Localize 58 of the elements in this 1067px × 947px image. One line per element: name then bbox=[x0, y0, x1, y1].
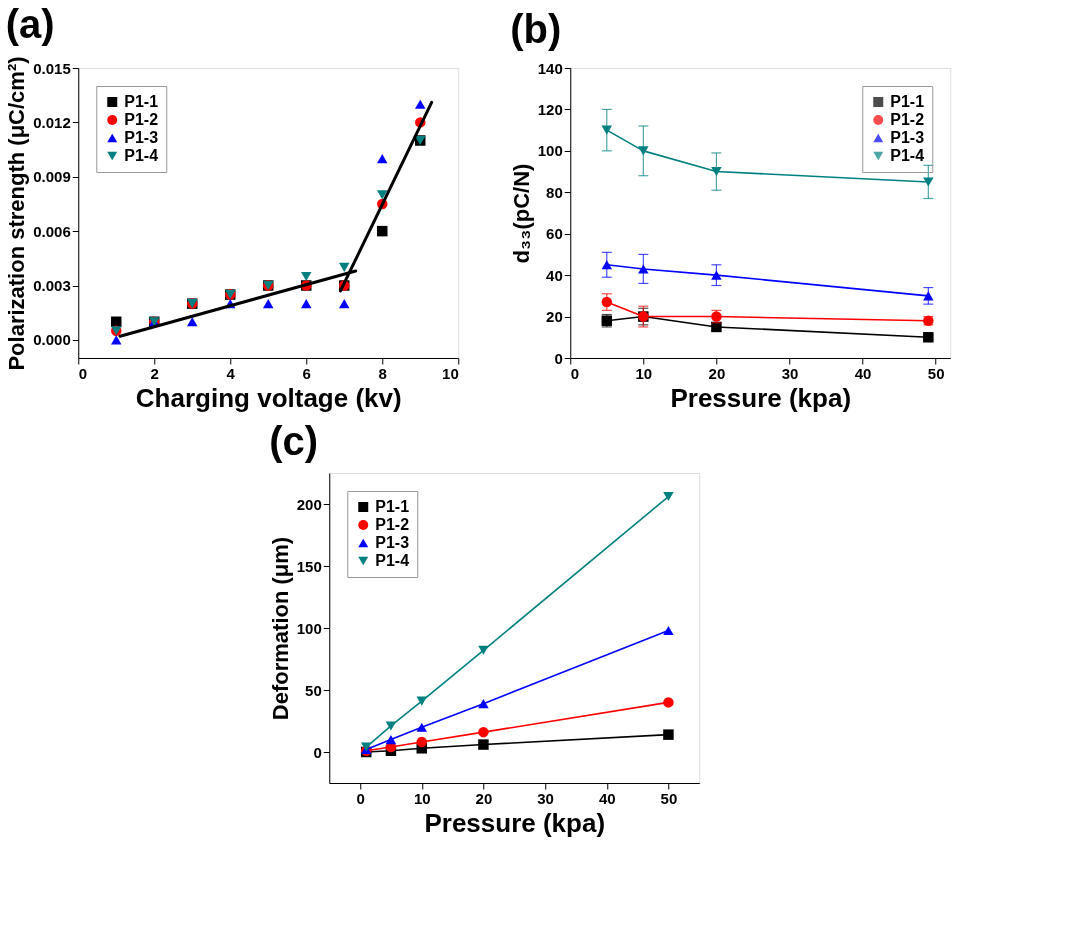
x-tick-label: 40 bbox=[598, 789, 616, 807]
x-tick-label: 30 bbox=[781, 364, 799, 382]
x-axis-title: Pressure (kpa) bbox=[670, 382, 852, 413]
x-tick-label: 0 bbox=[356, 789, 365, 807]
x-tick-label: 0 bbox=[570, 364, 580, 382]
y-tick-label: 40 bbox=[546, 266, 563, 284]
y-tick-label: 0.009 bbox=[33, 168, 71, 186]
y-tick-label: 100 bbox=[537, 142, 563, 160]
x-tick-label: 10 bbox=[442, 364, 459, 382]
x-tick-label: 10 bbox=[635, 364, 653, 382]
legend-label: P1-3 bbox=[124, 129, 159, 146]
x-tick-label: 4 bbox=[226, 364, 236, 382]
chart-title: (c) bbox=[269, 419, 319, 463]
legend-label: P1-1 bbox=[124, 93, 159, 110]
y-axis-title: d₃₃(pC/N) bbox=[508, 163, 534, 264]
y-tick-label: 50 bbox=[305, 681, 322, 699]
x-tick-label: 50 bbox=[927, 364, 945, 382]
chart-title: (a) bbox=[5, 1, 55, 46]
x-tick-label: 2 bbox=[150, 364, 159, 382]
y-tick-label: 80 bbox=[546, 183, 563, 201]
legend-label: P1-1 bbox=[890, 93, 925, 110]
x-tick-label: 40 bbox=[854, 364, 872, 382]
x-tick-label: 20 bbox=[475, 789, 493, 807]
legend-label: P1-4 bbox=[375, 552, 410, 569]
x-tick-label: 8 bbox=[378, 364, 387, 382]
x-tick-label: 20 bbox=[708, 364, 726, 382]
y-tick-label: 0.003 bbox=[33, 277, 71, 294]
y-tick-label: 60 bbox=[546, 225, 563, 243]
y-tick-label: 0 bbox=[554, 349, 563, 367]
y-tick-label: 140 bbox=[537, 59, 563, 77]
legend-label: P1-3 bbox=[375, 534, 410, 551]
chart-title: (b) bbox=[510, 7, 562, 51]
y-tick-label: 0.012 bbox=[33, 113, 71, 131]
x-tick-label: 30 bbox=[537, 789, 554, 807]
legend-label: P1-2 bbox=[375, 516, 410, 533]
legend-label: P1-4 bbox=[890, 147, 925, 164]
y-tick-label: 0.015 bbox=[33, 59, 71, 77]
x-axis-title: Charging voltage (kv) bbox=[135, 382, 402, 413]
x-axis-title: Pressure (kpa) bbox=[424, 807, 606, 838]
y-tick-label: 0.000 bbox=[33, 331, 71, 349]
x-tick-label: 0 bbox=[78, 364, 88, 382]
legend-label: P1-2 bbox=[890, 111, 925, 128]
legend-label: P1-4 bbox=[124, 147, 159, 164]
x-tick-label: 10 bbox=[413, 789, 431, 807]
y-tick-label: 150 bbox=[296, 557, 322, 575]
y-tick-label: 120 bbox=[537, 100, 563, 118]
legend-label: P1-3 bbox=[890, 129, 925, 146]
y-tick-label: 20 bbox=[546, 308, 563, 326]
y-tick-label: 0.006 bbox=[33, 222, 71, 240]
legend-label: P1-2 bbox=[124, 111, 159, 128]
y-axis-title: Polarization strength (μC/cm²) bbox=[4, 56, 30, 371]
y-tick-label: 100 bbox=[296, 619, 322, 637]
y-tick-label: 0 bbox=[313, 743, 322, 761]
y-axis-title: Deformation (μm) bbox=[267, 536, 293, 721]
y-tick-label: 200 bbox=[296, 495, 322, 513]
x-tick-label: 50 bbox=[660, 789, 678, 807]
legend-label: P1-1 bbox=[375, 498, 410, 515]
x-tick-label: 6 bbox=[302, 364, 311, 382]
